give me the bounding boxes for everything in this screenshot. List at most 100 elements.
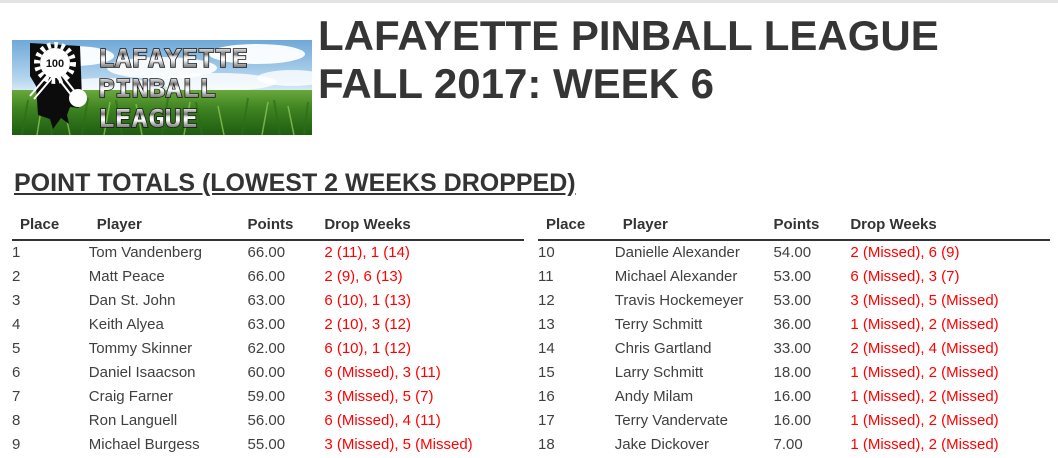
- cell-points: 18.00: [773, 364, 812, 381]
- badge-text: 100: [46, 58, 64, 70]
- cell-points: 66.00: [247, 244, 286, 261]
- table-row: 1 Tom Vandenberg 66.00 2 (11), 1 (14): [12, 240, 524, 265]
- table-row: 14 Chris Gartland 33.00 2 (Missed), 4 (M…: [538, 337, 1050, 361]
- cell-points: 53.00: [773, 292, 812, 309]
- cell-player: Matt Peace: [88, 268, 165, 285]
- cell-player: Keith Alyea: [88, 316, 164, 333]
- table-row: 15 Larry Schmitt 18.00 1 (Missed), 2 (Mi…: [538, 361, 1050, 385]
- cell-place: 18: [538, 436, 555, 453]
- page-top-strip: [0, 0, 1058, 3]
- cell-place: 12: [538, 292, 555, 309]
- cell-player: Terry Schmitt: [614, 316, 703, 333]
- cell-drop-weeks: 6 (10), 1 (13): [324, 292, 412, 309]
- cell-points: 33.00: [773, 340, 812, 357]
- page-content: 100 LAFAYETTE PINBALL LEAGUE LAFAYETTE P…: [0, 8, 1058, 457]
- cell-points: 16.00: [773, 412, 812, 429]
- cell-drop-weeks: 3 (Missed), 5 (7): [324, 388, 434, 405]
- table-row: 18 Jake Dickover 7.00 1 (Missed), 2 (Mis…: [538, 433, 1050, 457]
- table-row: 10 Danielle Alexander 54.00 2 (Missed), …: [538, 240, 1050, 265]
- cell-points: 53.00: [773, 268, 812, 285]
- cell-player: Andy Milam: [614, 388, 694, 405]
- table-row: 11 Michael Alexander 53.00 6 (Missed), 3…: [538, 265, 1050, 289]
- table-row: 2 Matt Peace 66.00 2 (9), 6 (13): [12, 265, 524, 289]
- page-header: 100 LAFAYETTE PINBALL LEAGUE LAFAYETTE P…: [12, 8, 1050, 136]
- league-logo: 100 LAFAYETTE PINBALL LEAGUE: [12, 40, 327, 136]
- cell-place: 1: [12, 244, 21, 261]
- page-title: LAFAYETTE PINBALL LEAGUE FALL 2017: WEEK…: [318, 12, 939, 108]
- cell-place: 2: [12, 268, 21, 285]
- logo-text-pinball: PINBALL: [98, 74, 216, 103]
- cell-drop-weeks: 1 (Missed), 2 (Missed): [850, 316, 999, 333]
- table-row: 4 Keith Alyea 63.00 2 (10), 3 (12): [12, 313, 524, 337]
- cell-points: 63.00: [247, 316, 286, 333]
- cell-place: 10: [538, 244, 555, 261]
- cell-points: 56.00: [247, 412, 286, 429]
- cell-points: 7.00: [773, 436, 803, 453]
- table-header-right: Place Player Points Drop Weeks: [538, 214, 1050, 241]
- col-header-drop-weeks: Drop Weeks: [324, 214, 524, 241]
- table-row: 13 Terry Schmitt 36.00 1 (Missed), 2 (Mi…: [538, 313, 1050, 337]
- table-body-right: 10 Danielle Alexander 54.00 2 (Missed), …: [538, 240, 1050, 457]
- section-heading: POINT TOTALS (LOWEST 2 WEEKS DROPPED): [14, 169, 576, 197]
- cell-place: 16: [538, 388, 555, 405]
- cell-points: 62.00: [247, 340, 286, 357]
- table-row: 5 Tommy Skinner 62.00 6 (10), 1 (12): [12, 337, 524, 361]
- standings-tables: Place Player Points Drop Weeks 1 Tom Van…: [12, 214, 1050, 457]
- cell-place: 3: [12, 292, 21, 309]
- cell-player: Daniel Isaacson: [88, 364, 196, 381]
- cell-player: Dan St. John: [88, 292, 176, 309]
- table-row: 7 Craig Farner 59.00 3 (Missed), 5 (7): [12, 385, 524, 409]
- cell-place: 7: [12, 388, 21, 405]
- cell-drop-weeks: 6 (Missed), 4 (11): [324, 412, 441, 429]
- cell-points: 60.00: [247, 364, 286, 381]
- cell-drop-weeks: 1 (Missed), 2 (Missed): [850, 388, 999, 405]
- cell-drop-weeks: 3 (Missed), 5 (Missed): [324, 436, 473, 453]
- league-logo-image: 100 LAFAYETTE PINBALL LEAGUE: [12, 40, 327, 136]
- table-row: 12 Travis Hockemeyer 53.00 3 (Missed), 5…: [538, 289, 1050, 313]
- table-row: 8 Ron Languell 56.00 6 (Missed), 4 (11): [12, 409, 524, 433]
- cell-points: 54.00: [773, 244, 812, 261]
- logo-text-lafayette: LAFAYETTE: [98, 44, 248, 73]
- table-row: 16 Andy Milam 16.00 1 (Missed), 2 (Misse…: [538, 385, 1050, 409]
- cell-place: 15: [538, 364, 555, 381]
- cell-place: 8: [12, 412, 21, 429]
- cell-player: Larry Schmitt: [614, 364, 704, 381]
- cell-player: Michael Burgess: [88, 436, 200, 453]
- logo-text-league: LEAGUE: [98, 104, 198, 133]
- cell-place: 13: [538, 316, 555, 333]
- table-body-left: 1 Tom Vandenberg 66.00 2 (11), 1 (14) 2 …: [12, 240, 524, 457]
- cell-drop-weeks: 2 (Missed), 4 (Missed): [850, 340, 999, 357]
- cell-points: 66.00: [247, 268, 286, 285]
- cell-points: 16.00: [773, 388, 812, 405]
- cell-player: Terry Vandervate: [614, 412, 728, 429]
- cell-drop-weeks: 2 (9), 6 (13): [324, 268, 403, 285]
- table-header-left: Place Player Points Drop Weeks: [12, 214, 524, 241]
- cell-player: Jake Dickover: [614, 436, 709, 453]
- cell-player: Tom Vandenberg: [88, 244, 202, 261]
- cell-drop-weeks: 2 (Missed), 6 (9): [850, 244, 960, 261]
- col-header-place: Place: [538, 214, 615, 241]
- col-header-drop-weeks: Drop Weeks: [850, 214, 1050, 241]
- col-header-place: Place: [12, 214, 89, 241]
- col-header-player: Player: [614, 214, 774, 241]
- col-header-player: Player: [88, 214, 248, 241]
- cell-points: 36.00: [773, 316, 812, 333]
- cell-player: Michael Alexander: [614, 268, 738, 285]
- cell-drop-weeks: 2 (11), 1 (14): [324, 244, 410, 261]
- cell-place: 4: [12, 316, 21, 333]
- cell-drop-weeks: 6 (10), 1 (12): [324, 340, 412, 357]
- cell-place: 5: [12, 340, 21, 357]
- cell-drop-weeks: 3 (Missed), 5 (Missed): [850, 292, 999, 309]
- cell-drop-weeks: 6 (Missed), 3 (11): [324, 364, 441, 381]
- cell-drop-weeks: 1 (Missed), 2 (Missed): [850, 412, 999, 429]
- cell-player: Ron Languell: [88, 412, 178, 429]
- table-row: 3 Dan St. John 63.00 6 (10), 1 (13): [12, 289, 524, 313]
- pinball-ball-icon: [69, 89, 87, 107]
- standings-table-right: Place Player Points Drop Weeks 10 Daniel…: [538, 214, 1050, 457]
- cell-points: 59.00: [247, 388, 286, 405]
- table-row: 17 Terry Vandervate 16.00 1 (Missed), 2 …: [538, 409, 1050, 433]
- cell-drop-weeks: 6 (Missed), 3 (7): [850, 268, 960, 285]
- table-row: 6 Daniel Isaacson 60.00 6 (Missed), 3 (1…: [12, 361, 524, 385]
- table-row: 9 Michael Burgess 55.00 3 (Missed), 5 (M…: [12, 433, 524, 457]
- cell-points: 63.00: [247, 292, 286, 309]
